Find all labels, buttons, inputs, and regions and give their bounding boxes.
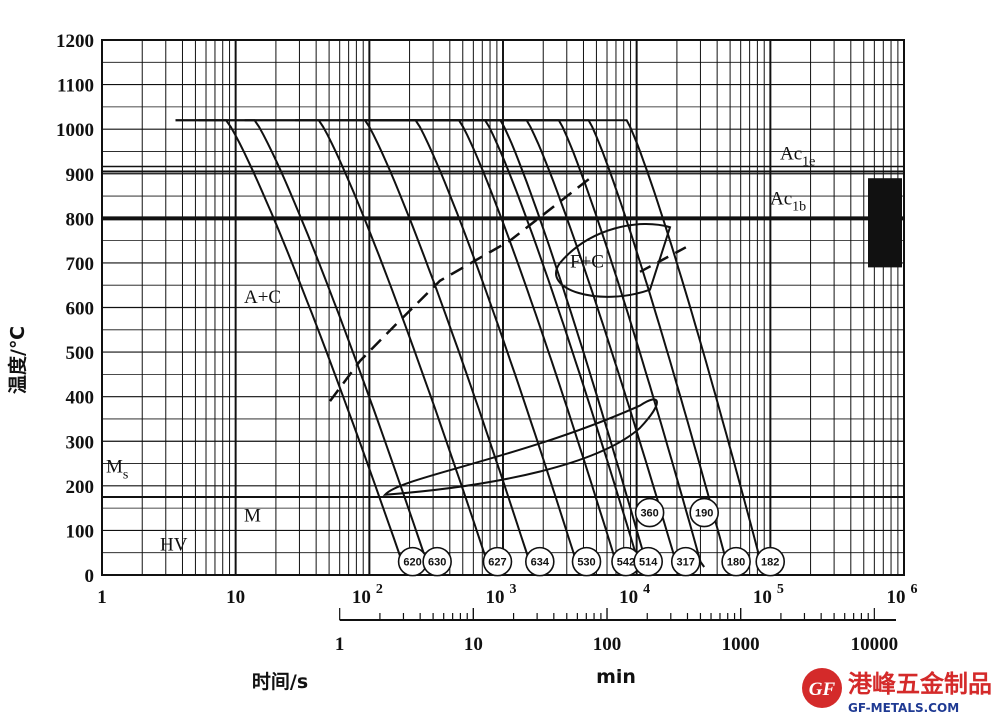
y-tick-label: 800 [66,209,95,230]
hardness-value: 627 [488,557,506,569]
x-tick-exponent: 5 [777,582,784,597]
hardness-marker [689,497,719,528]
y-tick-label: 200 [66,477,95,498]
cooling-curve [244,119,535,568]
region-label: M [244,506,261,527]
x-tick-label: 1 [97,587,107,608]
min-tick-label: 10000 [851,634,899,655]
x-tick-exponent: 4 [643,582,650,597]
hardness-value: 634 [531,557,550,569]
x-tick-exponent: 3 [510,582,517,597]
hardness-value: 317 [677,557,695,569]
region-label: A+C [244,287,281,308]
ferrite-carbide-region [555,223,672,298]
ac-range-block [868,178,902,268]
y-tick-label: 600 [66,299,95,320]
hardness-value: 630 [428,557,446,569]
y-tick-label: 1200 [56,31,94,52]
min-tick-label: 1 [335,634,345,655]
hardness-value: 180 [727,557,745,569]
watermark-badge: GF [809,679,836,700]
cooling-curve [175,119,432,568]
ref-label-ms: Ms [106,456,128,482]
cooling-curve [364,119,643,568]
ref-label-ac1b: Ac1b [770,188,806,214]
y-tick-label: 500 [66,343,95,364]
hardness-value: 530 [577,557,595,569]
hardness-marker [634,497,665,528]
hardness-value: 542 [617,557,635,569]
region-label: F+C [570,251,604,272]
y-tick-label: 0 [85,566,95,587]
ref-label-ac1e: Ac1e [780,144,815,170]
curves [175,119,766,568]
y-axis-title: 温度/℃ [6,326,29,394]
y-tick-label: 300 [66,432,95,453]
x-axis-min-title: min [596,666,636,688]
x-tick-label: 10 [619,587,638,608]
martensite-region [382,398,658,496]
region-label: HV [160,534,188,555]
hardness-value: 620 [403,557,421,569]
hardness-marker [633,546,663,577]
x-tick-exponent: 6 [911,582,918,597]
cooling-curve [468,119,731,568]
hardness-marker [721,546,751,577]
cooling-curve [338,119,621,568]
hardness-value: 190 [695,508,713,520]
y-tick-label: 1000 [56,120,94,141]
cooling-curve [438,119,706,568]
y-tick-label: 700 [66,254,95,275]
y-tick-label: 900 [66,165,95,186]
min-tick-label: 10 [464,634,483,655]
x-axis-title: 时间/s [252,671,308,693]
y-tick-label: 400 [66,388,95,409]
cooling-curve [175,119,408,568]
x-tick-label: 10 [486,587,505,608]
hardness-marker [422,546,452,577]
min-tick-label: 100 [593,634,622,655]
hardness-marker [755,546,786,577]
grid [101,39,905,621]
cooling-curve [406,119,681,568]
y-tick-label: 100 [66,521,95,542]
hardness-value: 182 [761,557,779,569]
x-tick-label: 10 [887,587,906,608]
x-tick-label: 10 [352,587,371,608]
cooling-curve [295,119,582,568]
hardness-marker [525,546,555,577]
watermark-name: 港峰五金制品 [848,670,992,698]
watermark: GF 港峰五金制品 GF-METALS.COM [802,668,992,715]
watermark-logo-icon [802,668,842,708]
x-tick-exponent: 2 [376,582,383,597]
hardness-marker [670,546,701,577]
min-tick-label: 1000 [722,634,760,655]
x-tick-label: 10 [753,587,772,608]
x-tick-label: 10 [226,587,245,608]
hardness-marker [482,546,513,577]
transformation-dashed-segment [639,243,691,273]
hardness-value: 360 [640,508,658,520]
cooling-curve [380,119,651,568]
cooling-curve [506,119,766,568]
watermark-url: GF-METALS.COM [848,701,959,715]
labels: 0100200300400500600700800900100011001200… [56,31,918,655]
y-tick-label: 1100 [57,76,94,97]
hardness-marker [571,546,602,577]
hardness-value: 514 [639,557,658,569]
